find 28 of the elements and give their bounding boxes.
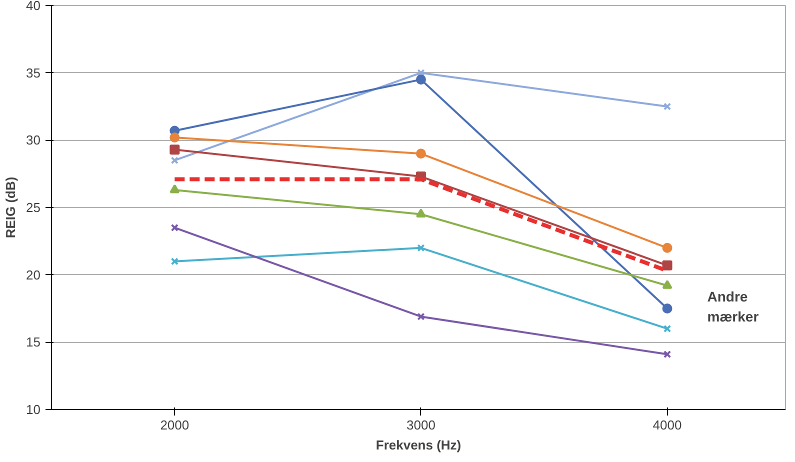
point	[417, 312, 425, 320]
y-tick-label: 20	[26, 267, 41, 282]
y-tick-label: 30	[26, 132, 41, 148]
annotation: Andre mærker	[707, 288, 760, 324]
y-tick-label: 40	[26, 0, 41, 13]
x-tick-label: 3000	[406, 418, 436, 432]
point	[416, 74, 426, 85]
point	[662, 242, 672, 253]
point	[170, 258, 178, 266]
point	[662, 260, 672, 270]
point	[170, 144, 180, 155]
y-tick-label: 10	[26, 402, 41, 417]
x-tick-label: 2000	[160, 418, 190, 432]
point	[662, 304, 672, 314]
x-tick-label: 4000	[652, 418, 682, 432]
x-axis-title: Frekvens (Hz)	[376, 438, 462, 452]
point	[170, 184, 180, 194]
point	[662, 280, 672, 289]
point	[170, 132, 180, 142]
point	[170, 156, 178, 164]
point	[416, 148, 426, 159]
y-tick-label: 25	[26, 200, 41, 215]
y-tick-label: 35	[26, 65, 41, 80]
point	[417, 244, 425, 252]
y-tick-label: 15	[26, 334, 41, 350]
point	[170, 224, 178, 232]
point	[416, 208, 426, 218]
y-axis-title: REIG (dB)	[3, 176, 18, 238]
